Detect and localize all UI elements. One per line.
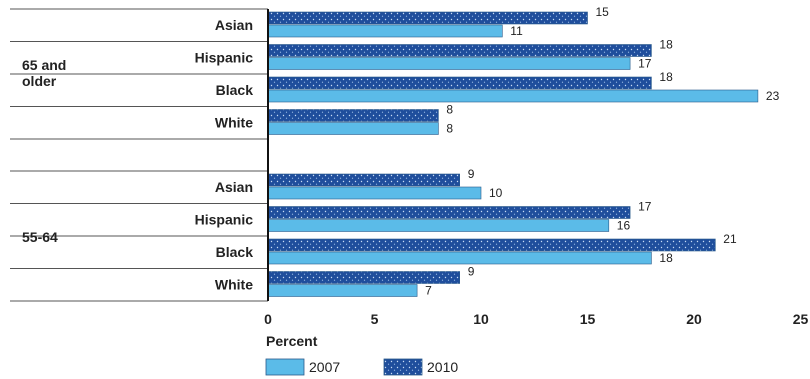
data-label: 11 [510,24,523,38]
legend: 2007 2010 [265,358,458,376]
group-label: 65 and older [22,57,66,89]
data-label: 18 [659,70,673,84]
bar-2007 [267,57,631,70]
data-label: 9 [468,265,475,279]
group-label: 55-64 [22,229,58,245]
bar-2007 [267,251,652,265]
data-label: 17 [638,200,652,214]
data-label: 17 [638,57,652,71]
x-tick-label: 0 [264,311,272,327]
x-tick-label: 10 [473,311,489,327]
bar-2007 [267,219,610,232]
data-label: 7 [425,284,432,298]
category-label: Black [216,244,254,260]
bar-2007 [267,284,418,297]
data-label: 9 [468,167,475,181]
bar-2007 [267,89,759,103]
category-label: Hispanic [195,50,254,66]
bar-2010 [267,44,652,57]
data-label: 8 [446,122,453,136]
bar-2007 [267,186,482,200]
group-1: 55-64 Asian 9 10 Hispanic 17 16 Black 21 18 White 9… [10,167,737,302]
data-label: 23 [766,89,780,103]
legend-swatch-2010 [383,358,423,376]
x-tick-label: 15 [580,311,596,327]
category-label: Asian [215,179,253,195]
bar-2010 [267,109,439,122]
bar-2010 [267,76,652,90]
data-label: 16 [617,219,631,233]
data-label: 18 [659,38,673,52]
bar-2007 [267,122,439,135]
bar-2007 [267,24,503,38]
bar-2010 [267,11,588,25]
data-label: 10 [489,186,503,200]
x-tick-label: 20 [686,311,702,327]
bar-2010 [267,238,716,252]
bar-2010 [267,271,460,284]
legend-label: 2007 [309,359,340,375]
legend-swatch-2007 [265,358,305,376]
x-axis-title: Percent [266,333,318,349]
data-label: 8 [446,103,453,117]
data-label: 21 [723,232,737,246]
bar-2010 [267,173,460,187]
bar-2010 [267,206,631,219]
data-label: 18 [659,251,673,265]
category-label: Black [216,82,254,98]
category-label: White [215,277,253,293]
x-tick-label: 5 [371,311,379,327]
category-label: Asian [215,17,253,33]
category-label: White [215,115,253,131]
legend-label: 2010 [427,359,458,375]
category-label: Hispanic [195,212,254,228]
group-0: 65 and older Asian 15 11 Hispanic 18 17 Black 18 2… [10,5,780,140]
x-tick-label: 25 [793,311,809,327]
data-label: 15 [596,5,610,19]
